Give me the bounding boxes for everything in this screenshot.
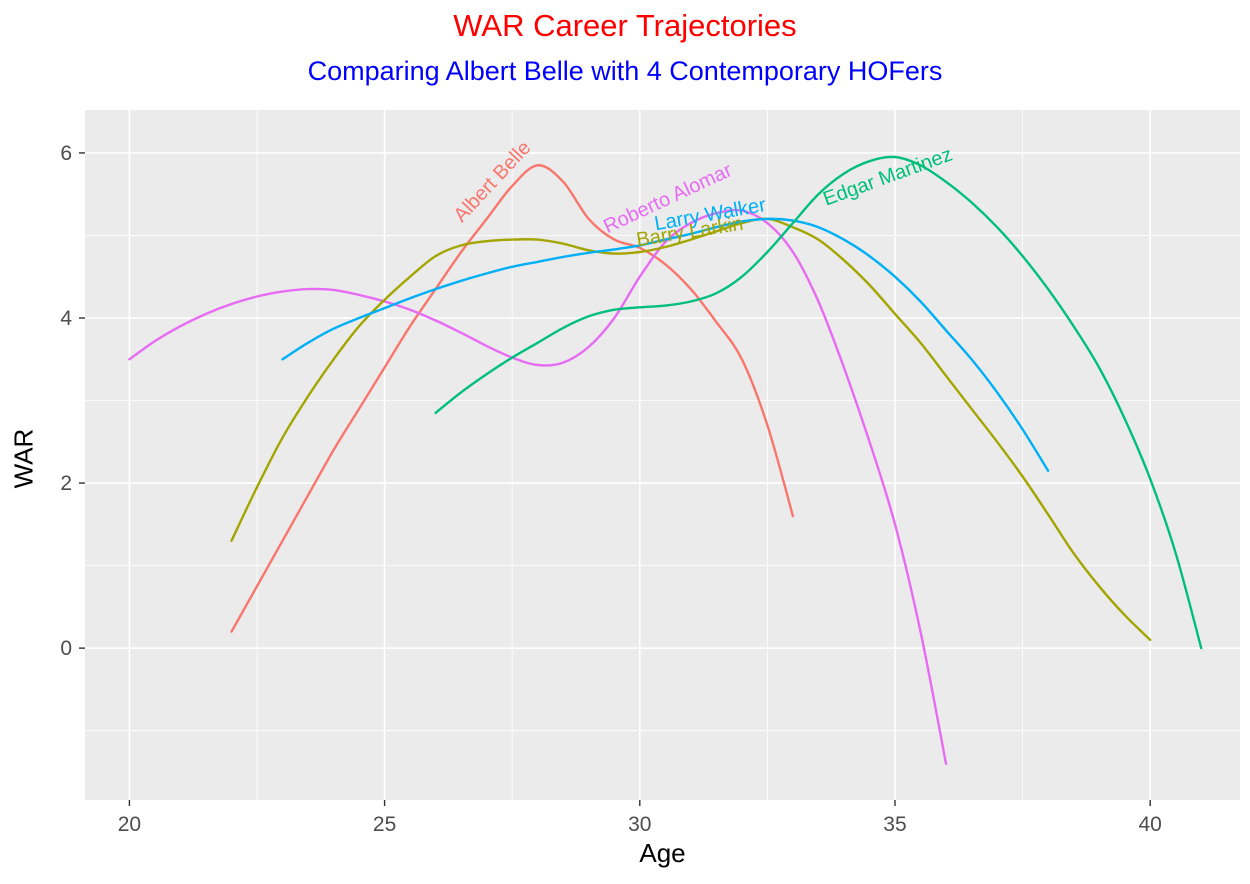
plot-panel — [85, 110, 1240, 800]
x-tick-label: 40 — [1138, 813, 1161, 836]
x-tick-label: 30 — [628, 813, 651, 836]
y-tick-label: 4 — [60, 307, 72, 330]
x-tick-label: 35 — [883, 813, 906, 836]
y-tick-label: 6 — [60, 142, 72, 165]
y-tick-label: 0 — [60, 637, 72, 660]
x-tick-label: 25 — [373, 813, 396, 836]
series-line-larry-walker — [281, 217, 1050, 472]
y-tick-label: 2 — [60, 472, 72, 495]
x-axis-title: Age — [639, 838, 686, 868]
y-axis-title: WAR — [8, 428, 39, 489]
series-line-roberto-alomar — [128, 208, 948, 765]
series-line-barry-larkin — [230, 217, 1152, 642]
series-line-edgar-martinez — [434, 155, 1203, 650]
series-line-albert-belle — [230, 164, 795, 633]
chart-subtitle: Comparing Albert Belle with 4 Contempora… — [307, 56, 943, 86]
x-tick-label: 20 — [118, 813, 141, 836]
chart-title: WAR Career Trajectories — [453, 8, 797, 43]
